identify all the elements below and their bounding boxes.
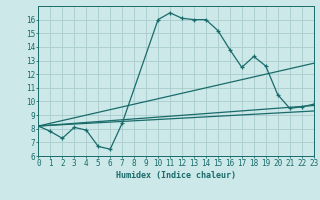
X-axis label: Humidex (Indice chaleur): Humidex (Indice chaleur) (116, 171, 236, 180)
